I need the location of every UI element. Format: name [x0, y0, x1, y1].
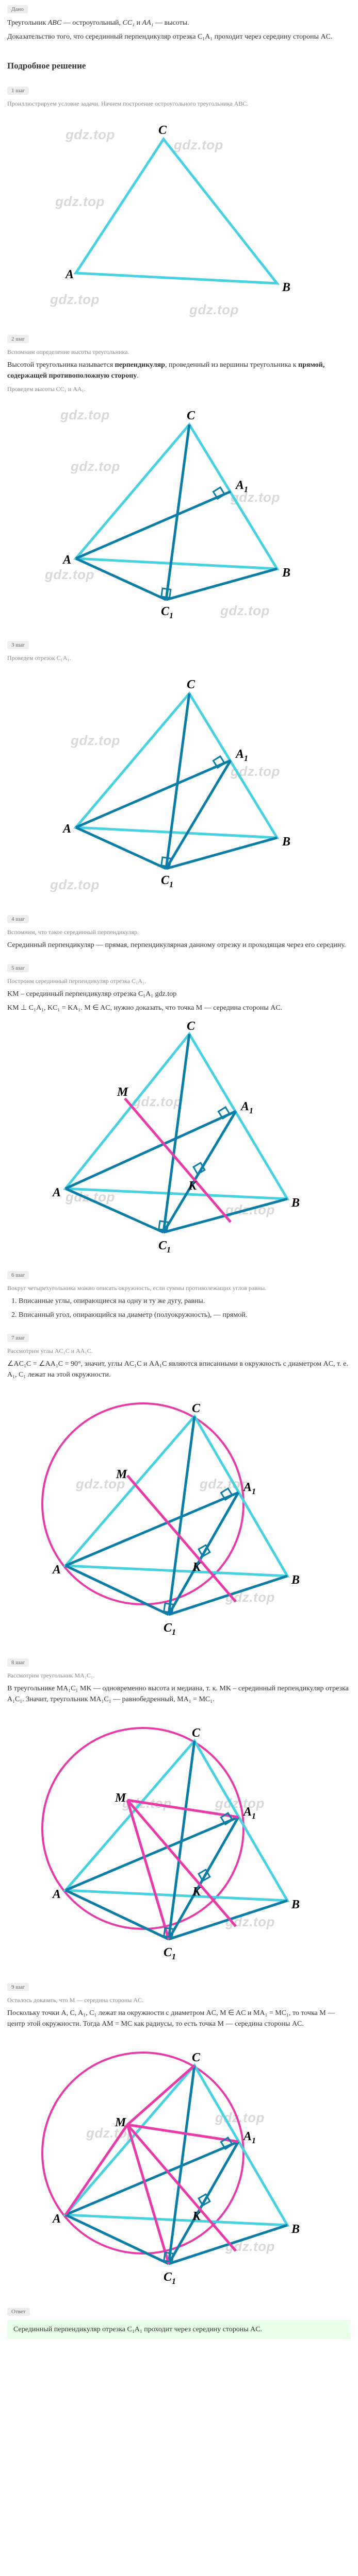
tag-step7: 7 шаг [7, 1334, 29, 1342]
svg-text:M: M [115, 2116, 127, 2129]
svg-text:A1: A1 [235, 748, 248, 763]
svg-text:A1: A1 [242, 1481, 256, 1496]
tag-answer: Ответ [7, 2308, 30, 2316]
figure-step8: gdz.top gdz.top gdz.top A B C M K A1 C1 [35, 1710, 323, 1968]
tag-given: Дано [7, 5, 28, 13]
svg-text:C1: C1 [161, 874, 173, 889]
step3-hint: Проведем отрезок C₁A₁. [7, 653, 351, 663]
svg-text:B: B [291, 2223, 300, 2236]
step2-hint: Вспомним определение высоты треугольника… [7, 347, 351, 357]
svg-text:C: C [158, 124, 167, 137]
svg-text:B: B [282, 566, 290, 580]
svg-text:A: A [52, 2212, 61, 2226]
svg-text:M: M [115, 1791, 127, 1805]
tag-step2: 2 шаг [7, 335, 29, 343]
step6-hint: Вокруг четырехугольника можно описать ок… [7, 1283, 351, 1293]
tag-step1: 1 шаг [7, 87, 29, 95]
step5-hint: Построим серединный перпендикуляр отрезк… [7, 976, 351, 986]
svg-text:A1: A1 [235, 479, 248, 494]
svg-text:C: C [187, 409, 196, 422]
svg-text:C1: C1 [158, 1239, 171, 1255]
svg-text:M: M [117, 1086, 129, 1099]
svg-text:C1: C1 [164, 1621, 176, 1637]
figure-step2: gdz.top gdz.top gdz.top gdz.top gdz.top … [35, 399, 323, 625]
step4-text1: Серединный перпендикуляр — прямая, перпе… [7, 940, 351, 951]
given-line1: Треугольник ABC — остроугольный, CC₁ и A… [7, 18, 351, 28]
svg-text:B: B [291, 1573, 300, 1587]
svg-text:B: B [291, 1898, 300, 1911]
svg-text:A1: A1 [242, 2130, 256, 2145]
step2-text1: Высотой треугольника называется перпенди… [7, 360, 351, 381]
svg-text:C: C [192, 1726, 201, 1740]
step4-hint: Вспомним, что такое серединный перпендик… [7, 927, 351, 937]
given-line2: Доказательство того, что серединный перп… [7, 31, 351, 42]
tag-step4: 4 шаг [7, 915, 29, 923]
svg-text:gdz.top: gdz.top [70, 733, 120, 748]
svg-text:K: K [192, 2210, 202, 2223]
svg-text:K: K [192, 1885, 202, 1899]
svg-text:A: A [62, 553, 71, 567]
svg-text:gdz.top: gdz.top [50, 292, 100, 307]
svg-text:A: A [52, 1563, 61, 1577]
svg-text:C: C [192, 2051, 201, 2064]
svg-text:A1: A1 [242, 1805, 256, 1821]
svg-text:gdz.top: gdz.top [60, 407, 110, 422]
step7-hint: Рассмотрим углы AC₁C и AA₁C. [7, 1346, 351, 1355]
figure-step5: gdz.top gdz.top gdz.top A B C M K A1 C1 [35, 1019, 323, 1256]
svg-text:M: M [116, 1468, 128, 1481]
svg-text:gdz.top: gdz.top [65, 127, 115, 142]
svg-text:B: B [291, 1196, 300, 1210]
step6-text2: Вписанный угол, опирающийся на диаметр (… [19, 1310, 351, 1320]
figure-step9: gdz.top gdz.top gdz.top A B C M K A1 C1 [35, 2035, 323, 2292]
step8-hint: Рассмотрим треугольник MA₁C₁. [7, 1671, 351, 1680]
svg-text:A: A [62, 822, 71, 836]
step5-text2: KM ⊥ C₁A₁, KC₁ = KA₁. M ∈ AC, нужно дока… [7, 1003, 351, 1013]
svg-text:gdz.top: gdz.top [189, 302, 239, 317]
svg-text:gdz.top: gdz.top [44, 567, 94, 582]
svg-text:gdz.top: gdz.top [70, 459, 120, 474]
svg-text:K: K [188, 1179, 198, 1193]
svg-text:C1: C1 [164, 1946, 176, 1961]
svg-text:C1: C1 [164, 2270, 176, 2286]
step2-text2: Проведем высоты CC₁ и AA₁. [7, 384, 351, 394]
svg-text:C: C [192, 1402, 201, 1415]
svg-text:C1: C1 [161, 605, 173, 620]
detailed-solution-title: Подробное решение [7, 61, 351, 71]
tag-step3: 3 шаг [7, 641, 29, 649]
step8-text1: В треугольнике MA₁C₁ MK — одновременно в… [7, 1683, 351, 1705]
step1-hint: Проиллюстрируем условие задачи. Начнем п… [7, 99, 351, 108]
step5-text1: KM – серединный перпендикуляр отрезка C₁… [7, 989, 351, 999]
svg-text:A: A [52, 1888, 61, 1901]
figure-step7: gdz.top gdz.top gdz.top A B C M K A1 C1 [35, 1385, 323, 1643]
svg-text:A1: A1 [240, 1100, 253, 1115]
svg-text:C: C [187, 1020, 196, 1033]
svg-text:B: B [282, 281, 290, 294]
tag-step5: 5 шаг [7, 964, 29, 972]
svg-text:B: B [282, 835, 290, 849]
step7-text1: ∠AC₁C = ∠AA₁C = 90°, значит, углы AC₁C и… [7, 1359, 351, 1380]
svg-text:C: C [187, 678, 196, 691]
svg-text:gdz.top: gdz.top [50, 877, 100, 892]
tag-step6: 6 шаг [7, 1271, 29, 1279]
step9-text1: Поскольку точки A, C, A₁, C₁ лежат на ок… [7, 2008, 351, 2029]
figure-step1: gdz.top gdz.top gdz.top gdz.top gdz.top … [35, 113, 323, 319]
svg-text:gdz.top: gdz.top [173, 137, 223, 152]
figure-step3: gdz.top gdz.top gdz.top A B C A1 C1 [35, 668, 323, 900]
answer-text: Серединный перпендикуляр отрезка C₁A₁ пр… [7, 2320, 351, 2339]
tag-step9: 9 шаг [7, 1983, 29, 1991]
step9-hint: Осталось доказать, что M — середина стор… [7, 1995, 351, 2005]
svg-text:A: A [52, 1186, 61, 1199]
step6-text1: Вписанные углы, опирающиеся на одну и ту… [19, 1296, 351, 1307]
tag-step8: 8 шаг [7, 1658, 29, 1667]
svg-text:K: K [192, 1561, 202, 1574]
svg-text:A: A [64, 268, 74, 281]
svg-text:gdz.top: gdz.top [55, 194, 105, 209]
svg-text:gdz.top: gdz.top [220, 603, 270, 618]
